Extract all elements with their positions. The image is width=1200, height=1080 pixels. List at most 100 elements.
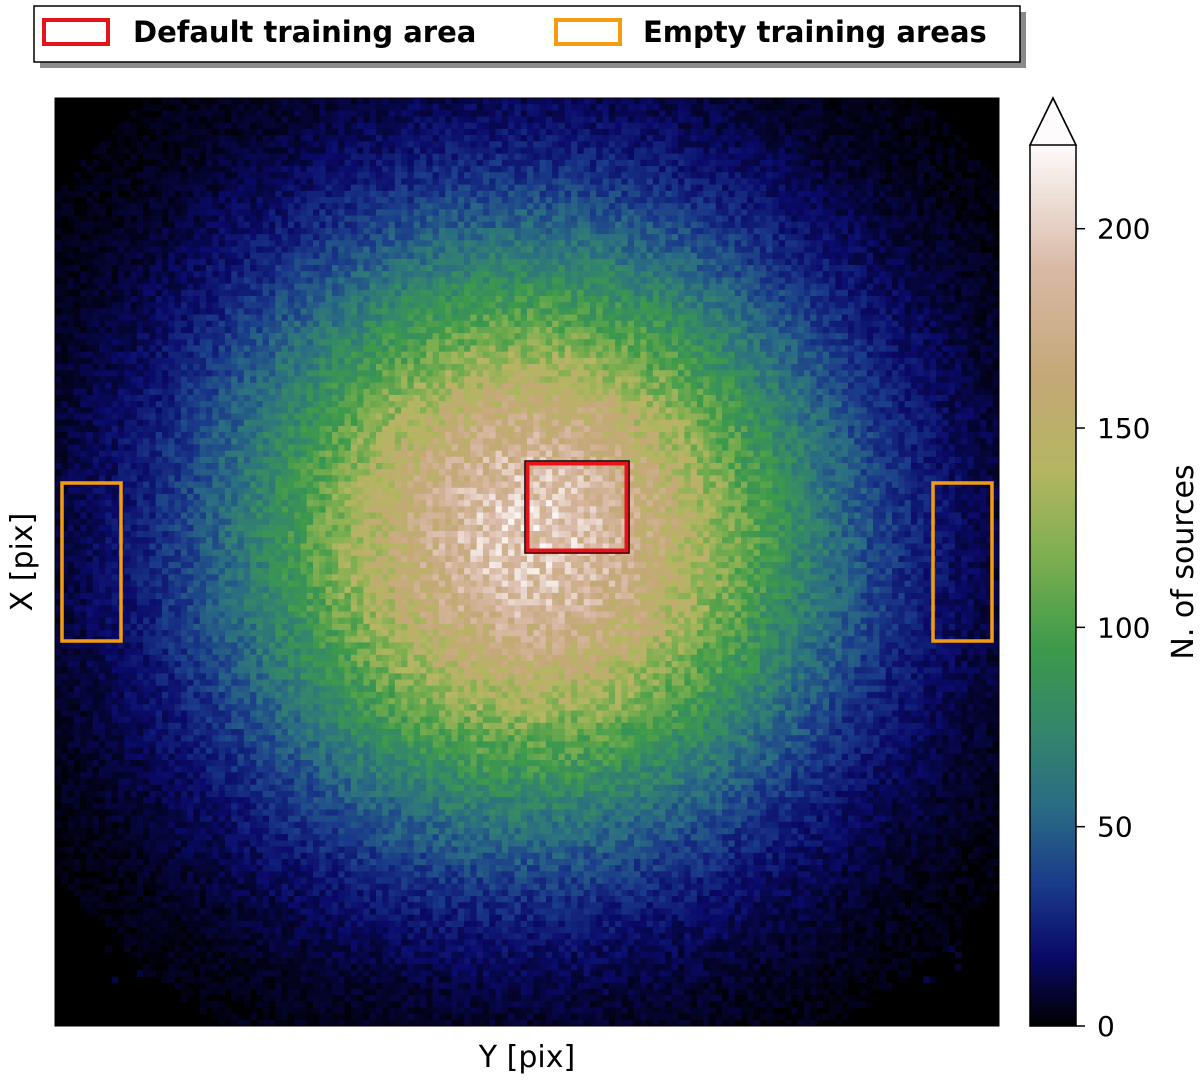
heatmap-cell — [936, 172, 943, 179]
heatmap-cell — [250, 98, 257, 105]
heatmap-cell — [457, 104, 465, 111]
heatmap-cell — [136, 277, 144, 284]
heatmap-cell — [785, 240, 792, 247]
heatmap-cell — [621, 104, 629, 111]
heatmap-cell — [866, 116, 874, 124]
heatmap-cell — [797, 277, 805, 284]
heatmap-cell — [199, 166, 207, 173]
heatmap-cell — [438, 178, 446, 186]
heatmap-cell — [369, 159, 377, 167]
legend: Default training area Empty training are… — [33, 5, 1026, 68]
heatmap-cell — [476, 295, 484, 303]
heatmap-cell — [803, 240, 811, 247]
heatmap-cell — [174, 104, 182, 111]
heatmap-cell — [847, 283, 855, 291]
heatmap-cell — [615, 289, 622, 297]
heatmap-cell — [268, 265, 276, 272]
heatmap-cell — [533, 283, 540, 291]
heatmap-cell — [206, 190, 213, 198]
heatmap-cell — [262, 246, 270, 254]
heatmap-cell — [224, 190, 232, 198]
heatmap-cell — [898, 159, 905, 167]
heatmap-cell — [394, 110, 402, 117]
heatmap-cell — [860, 265, 868, 272]
heatmap-cell — [759, 283, 767, 291]
heatmap-cell — [432, 289, 440, 297]
heatmap-cell — [753, 196, 761, 204]
heatmap-cell — [847, 110, 855, 117]
heatmap-cell — [803, 203, 811, 210]
heatmap-cell — [520, 110, 528, 117]
heatmap-cell — [665, 141, 673, 148]
heatmap-cell — [174, 302, 182, 309]
heatmap-cell — [514, 215, 522, 223]
heatmap-cell — [571, 203, 578, 210]
heatmap-cell — [514, 159, 522, 167]
heatmap-cell — [854, 302, 861, 309]
heatmap-cell — [281, 234, 289, 241]
heatmap-cell — [703, 209, 710, 216]
heatmap-cell — [55, 277, 62, 284]
heatmap-cell — [980, 209, 987, 216]
heatmap-cell — [432, 246, 440, 254]
heatmap-cell — [671, 271, 679, 278]
heatmap-cell — [829, 122, 836, 130]
heatmap-cell — [407, 203, 415, 210]
heatmap-cell — [275, 234, 282, 241]
heatmap-cell — [841, 153, 849, 161]
heatmap-cell — [117, 215, 125, 223]
heatmap-cell — [583, 104, 591, 111]
heatmap-cell — [105, 135, 113, 142]
heatmap-cell — [489, 196, 496, 204]
heatmap-cell — [451, 252, 459, 260]
heatmap-cell — [740, 227, 748, 235]
heatmap-cell — [986, 302, 994, 309]
heatmap-cell — [520, 265, 528, 272]
heatmap-cell — [829, 147, 836, 155]
heatmap-cell — [728, 271, 736, 278]
heatmap-cell — [281, 209, 289, 216]
heatmap-cell — [300, 196, 308, 204]
heatmap-cell — [155, 265, 163, 272]
heatmap-cell — [426, 128, 433, 136]
heatmap-cell — [722, 246, 729, 254]
heatmap-cell — [155, 277, 163, 284]
heatmap-cell — [961, 295, 968, 303]
heatmap-cell — [942, 234, 950, 241]
heatmap-cell — [482, 135, 490, 142]
heatmap-cell — [369, 289, 377, 297]
heatmap-cell — [275, 258, 282, 266]
heatmap-cell — [873, 147, 880, 155]
heatmap-cell — [759, 147, 767, 155]
heatmap-cell — [357, 172, 364, 179]
heatmap-cell — [136, 215, 144, 223]
heatmap-cell — [187, 196, 194, 204]
heatmap-cell — [640, 141, 647, 148]
heatmap-cell — [873, 240, 880, 247]
heatmap-cell — [847, 227, 855, 235]
heatmap-cell — [117, 141, 125, 148]
heatmap-cell — [810, 104, 817, 111]
heatmap-cell — [596, 178, 603, 186]
heatmap-cell — [369, 110, 377, 117]
heatmap-cell — [313, 135, 320, 142]
heatmap-cell — [331, 98, 339, 105]
heatmap-cell — [80, 258, 87, 266]
heatmap-cell — [199, 308, 207, 315]
heatmap-cell — [690, 277, 698, 284]
heatmap-cell — [885, 153, 893, 161]
heatmap-cell — [420, 190, 427, 198]
heatmap-cell — [866, 289, 874, 297]
heatmap-cell — [382, 215, 389, 223]
heatmap-cell — [589, 227, 597, 235]
heatmap-cell — [747, 122, 754, 130]
heatmap-cell — [558, 122, 566, 130]
heatmap-cell — [873, 277, 880, 284]
heatmap-cell — [961, 141, 968, 148]
heatmap-cell — [615, 141, 622, 148]
heatmap-cell — [759, 159, 767, 167]
heatmap-cell — [155, 295, 163, 303]
heatmap-cell — [281, 110, 289, 117]
heatmap-cell — [161, 104, 169, 111]
heatmap-cell — [873, 227, 880, 235]
